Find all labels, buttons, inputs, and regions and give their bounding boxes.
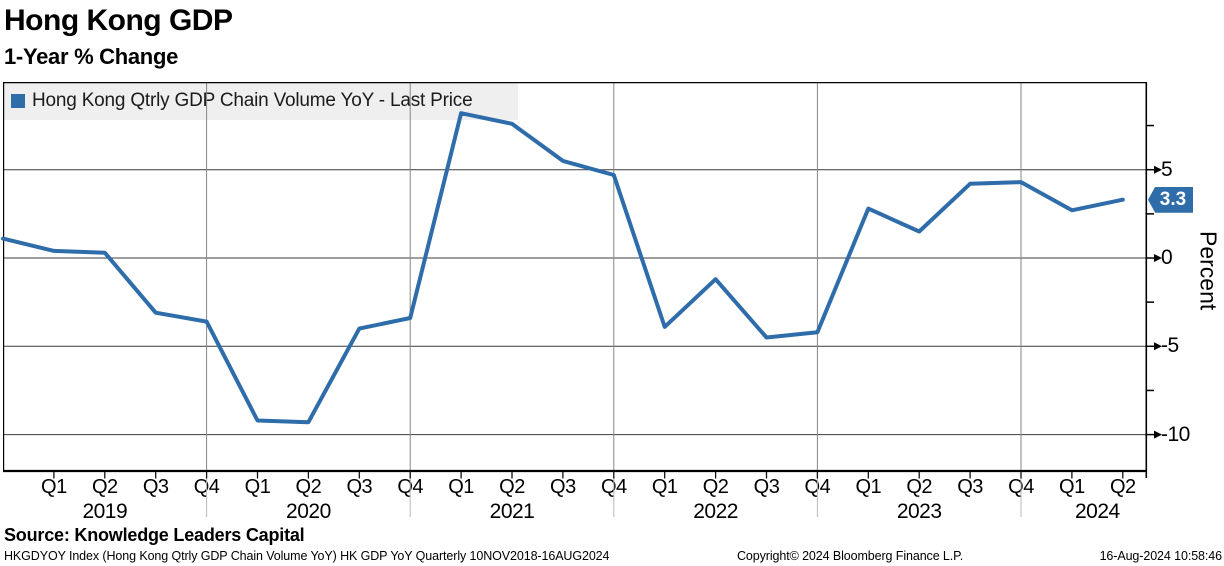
footer-copyright: Copyright© 2024 Bloomberg Finance L.P. bbox=[737, 549, 964, 563]
footer-timestamp: 16-Aug-2024 10:58:46 bbox=[1099, 549, 1223, 563]
x-year-label: 2020 bbox=[286, 500, 331, 523]
source-line: Source: Knowledge Leaders Capital bbox=[4, 525, 305, 545]
y-tick-arrow-icon bbox=[1154, 165, 1162, 174]
x-tick-label: Q1 bbox=[244, 476, 271, 498]
x-tick-label: Q3 bbox=[957, 476, 983, 498]
x-tick-label: Q1 bbox=[651, 476, 678, 498]
x-tick-label: Q1 bbox=[855, 476, 882, 498]
x-tick-label: Q3 bbox=[550, 476, 576, 498]
x-tick-label: Q2 bbox=[499, 476, 525, 498]
x-tick-label: Q3 bbox=[142, 476, 169, 498]
y-tick-arrow-icon bbox=[1154, 430, 1162, 439]
x-year-label: 2019 bbox=[82, 500, 128, 523]
last-price-badge: 3.3 bbox=[1148, 186, 1193, 213]
x-year-label: 2023 bbox=[896, 500, 942, 523]
legend: Hong Kong Qtrly GDP Chain Volume YoY - L… bbox=[3, 82, 518, 120]
x-tick-label: Q1 bbox=[41, 476, 67, 498]
x-tick-label: Q3 bbox=[346, 476, 373, 498]
legend-swatch-icon bbox=[11, 94, 25, 108]
y-tick-arrow-icon bbox=[1154, 342, 1162, 351]
legend-label: Hong Kong Qtrly GDP Chain Volume YoY - L… bbox=[32, 90, 473, 111]
x-tick-label: Q1 bbox=[1059, 476, 1085, 498]
x-year-label: 2024 bbox=[1074, 500, 1120, 523]
x-tick-label: Q2 bbox=[1109, 476, 1136, 498]
x-tick-label: Q2 bbox=[295, 476, 322, 498]
y-tick-arrow-icon bbox=[1154, 254, 1162, 262]
y-tick-label: -5 bbox=[1161, 334, 1179, 358]
page-subtitle: 1-Year % Change bbox=[4, 44, 179, 69]
chart-canvas bbox=[1, 82, 1162, 517]
plot-area: Hong Kong Qtrly GDP Chain Volume YoY - L… bbox=[1, 82, 1162, 517]
y-tick-label: 5 bbox=[1161, 157, 1173, 181]
footer-ticker-info: HKGDYOY Index (Hong Kong Qtrly GDP Chain… bbox=[4, 549, 610, 563]
page-title: Hong Kong GDP bbox=[4, 4, 233, 37]
x-tick-label: Q2 bbox=[906, 476, 933, 498]
x-tick-label: Q1 bbox=[448, 476, 474, 498]
x-tick-label: Q2 bbox=[702, 476, 729, 498]
y-tick-label: 0 bbox=[1161, 246, 1173, 269]
x-year-label: 2022 bbox=[693, 500, 738, 523]
x-tick-label: Q3 bbox=[753, 476, 780, 498]
data-line bbox=[1, 111, 1125, 425]
x-tick-label: Q2 bbox=[91, 476, 118, 498]
x-year-label: 2021 bbox=[489, 500, 535, 523]
y-tick-label: -10 bbox=[1161, 422, 1190, 446]
gridlines-layer bbox=[3, 169, 1147, 436]
y-axis-title: Percent bbox=[1195, 231, 1222, 311]
